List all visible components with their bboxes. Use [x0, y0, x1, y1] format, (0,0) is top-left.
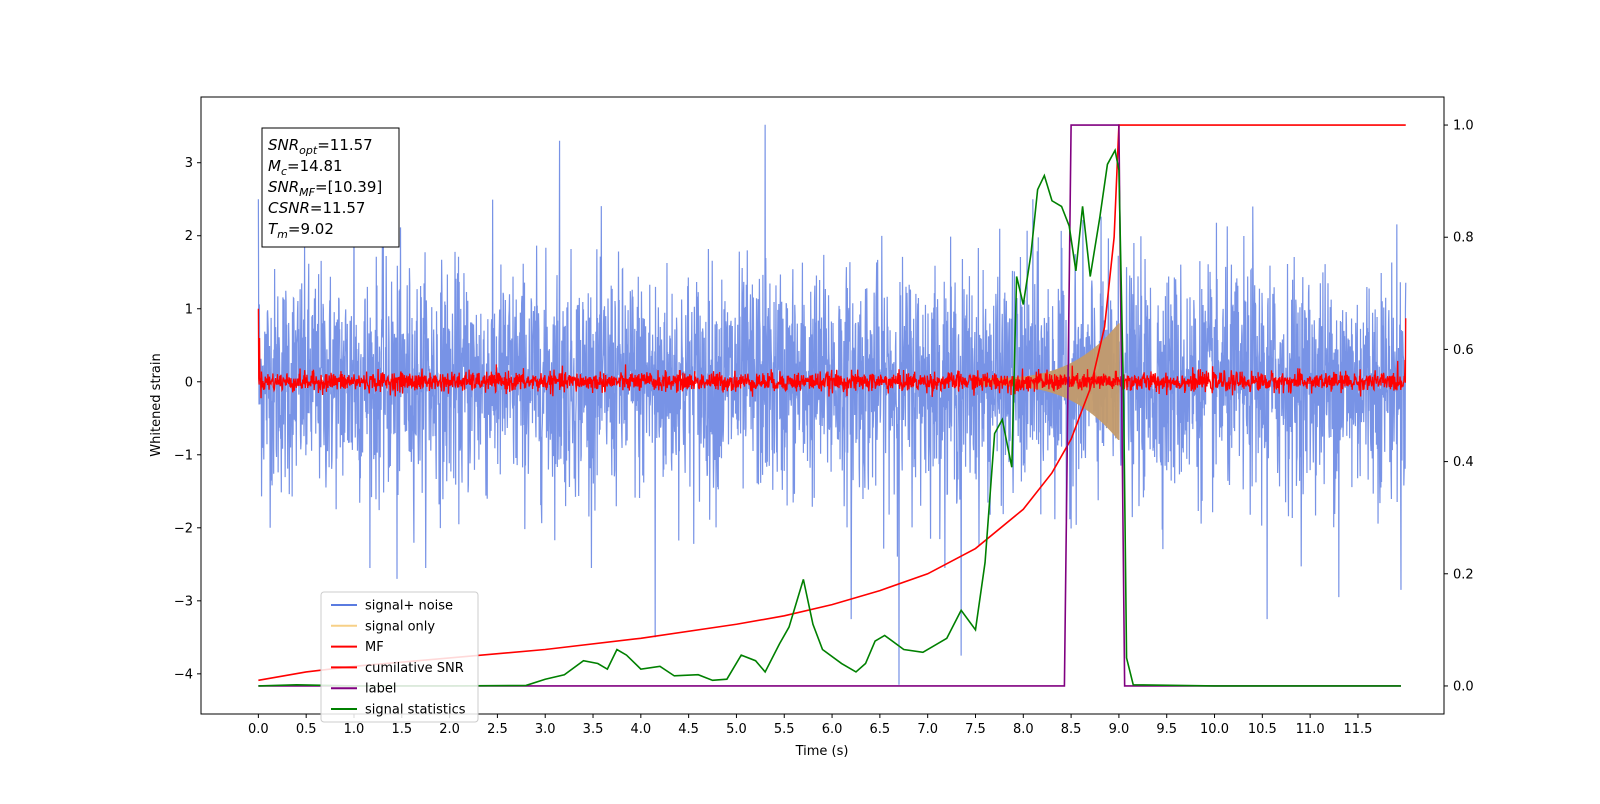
legend-entry: label	[365, 682, 396, 697]
y-tick-label-left: −2	[174, 521, 193, 536]
x-tick-label: 2.0	[439, 722, 460, 737]
x-tick-label: 10.5	[1248, 722, 1277, 737]
x-tick-label: 2.5	[487, 722, 508, 737]
legend-frame	[320, 591, 479, 723]
x-tick-label: 1.5	[391, 722, 412, 737]
annotation-line: SNRopt=11.57	[268, 136, 373, 157]
x-tick-label: 3.5	[583, 722, 604, 737]
y-tick-label-right: 0.6	[1453, 343, 1474, 358]
legend-entry: cumilative SNR	[365, 661, 464, 676]
y-tick-label-left: −1	[174, 448, 193, 463]
x-tick-label: 0.0	[248, 722, 269, 737]
x-tick-label: 1.0	[344, 722, 365, 737]
x-tick-label: 10.0	[1200, 722, 1229, 737]
legend-entry: signal only	[365, 619, 435, 634]
y-tick-label-left: 3	[185, 156, 193, 171]
x-tick-label: 7.5	[965, 722, 986, 737]
y-tick-label-right: 1.0	[1453, 119, 1474, 134]
x-tick-label: 8.0	[1013, 722, 1034, 737]
x-tick-label: 8.5	[1061, 722, 1082, 737]
x-tick-label: 6.0	[822, 722, 843, 737]
x-tick-label: 11.0	[1296, 722, 1325, 737]
x-axis-label: Time (s)	[795, 744, 849, 759]
series-signal-statistics	[258, 147, 1401, 687]
x-tick-label: 7.0	[917, 722, 938, 737]
y-tick-label-right: 0.2	[1453, 567, 1474, 582]
y-tick-label-left: −4	[174, 667, 193, 682]
y-tick-label-right: 0.0	[1453, 679, 1474, 694]
x-tick-label: 4.0	[630, 722, 651, 737]
legend-entry: MF	[365, 640, 384, 655]
axes-frame	[200, 96, 1445, 715]
annotation-frame	[261, 127, 400, 248]
y-tick-label-left: 0	[185, 375, 193, 390]
y-tick-label-left: 2	[185, 229, 193, 244]
y-axis-right: 0.0 0.2 0.4 0.6 0.8 1.0	[1444, 119, 1474, 694]
x-axis: 0.0 0.5 1.0 1.5 2.0 2.5 3.0 3.5 4.0 4.5 5.0 5.5 6.0 6…	[248, 714, 1372, 737]
annotation-line: CSNR=11.57	[268, 199, 365, 217]
x-tick-label: 9.0	[1109, 722, 1130, 737]
x-tick-label: 11.5	[1343, 722, 1372, 737]
legend-entry: signal statistics	[365, 703, 466, 718]
y-tick-label-right: 0.4	[1453, 455, 1474, 470]
y-tick-label-left: 1	[185, 302, 193, 317]
annotation-line: SNRMF=[10.39]	[268, 178, 382, 199]
y-tick-label-left: −3	[174, 594, 193, 609]
y-axis-left: −4 −3 −2 −1 0 1 2 3	[174, 156, 201, 682]
x-tick-label: 6.5	[870, 722, 891, 737]
x-tick-label: 4.5	[678, 722, 699, 737]
annotation-line: Mc=14.81	[268, 157, 343, 178]
x-tick-label: 3.0	[535, 722, 556, 737]
legend-entry: signal+ noise	[365, 599, 453, 614]
x-tick-label: 5.5	[774, 722, 795, 737]
x-tick-label: 5.0	[726, 722, 747, 737]
series-mf	[257, 308, 1407, 399]
annotation-line: Tm=9.02	[268, 220, 334, 241]
y-tick-label-right: 0.8	[1453, 231, 1474, 246]
x-tick-label: 0.5	[296, 722, 317, 737]
legend: signal+ noise signal only MF cumilative SNR…	[320, 591, 479, 723]
y-axis-label: Whitened strain	[149, 353, 164, 456]
annotation-box: SNRopt=11.57Mc=14.81SNRMF=[10.39]CSNR=11…	[261, 127, 400, 248]
x-tick-label: 9.5	[1156, 722, 1177, 737]
